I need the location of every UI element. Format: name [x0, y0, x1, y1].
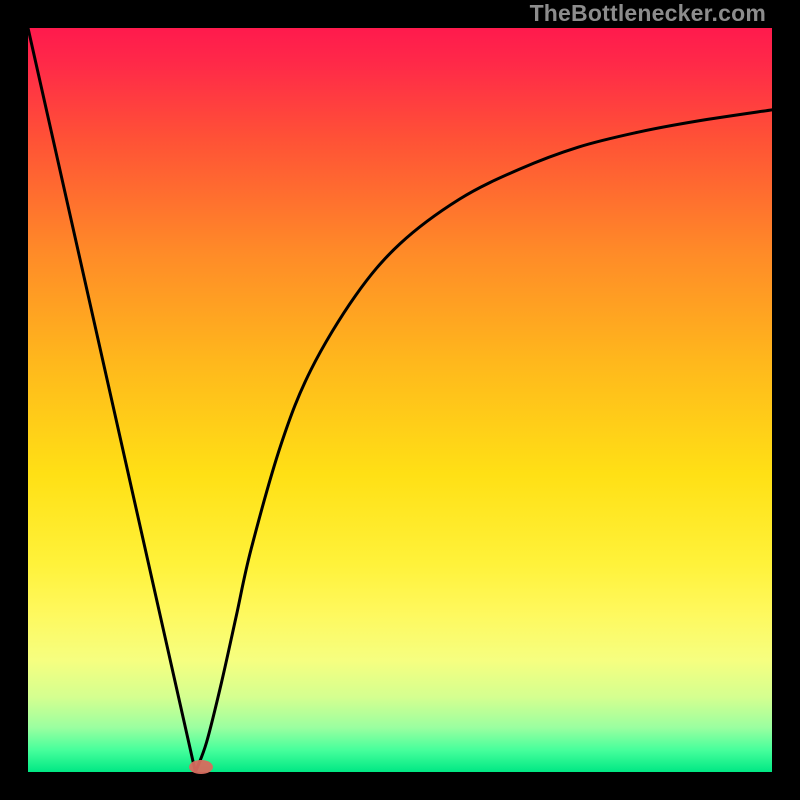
plot-area [28, 28, 772, 772]
chart-frame: TheBottlenecker.com [0, 0, 800, 800]
bottleneck-curve [28, 28, 772, 772]
optimum-marker [189, 760, 213, 774]
watermark-text: TheBottlenecker.com [530, 0, 766, 27]
